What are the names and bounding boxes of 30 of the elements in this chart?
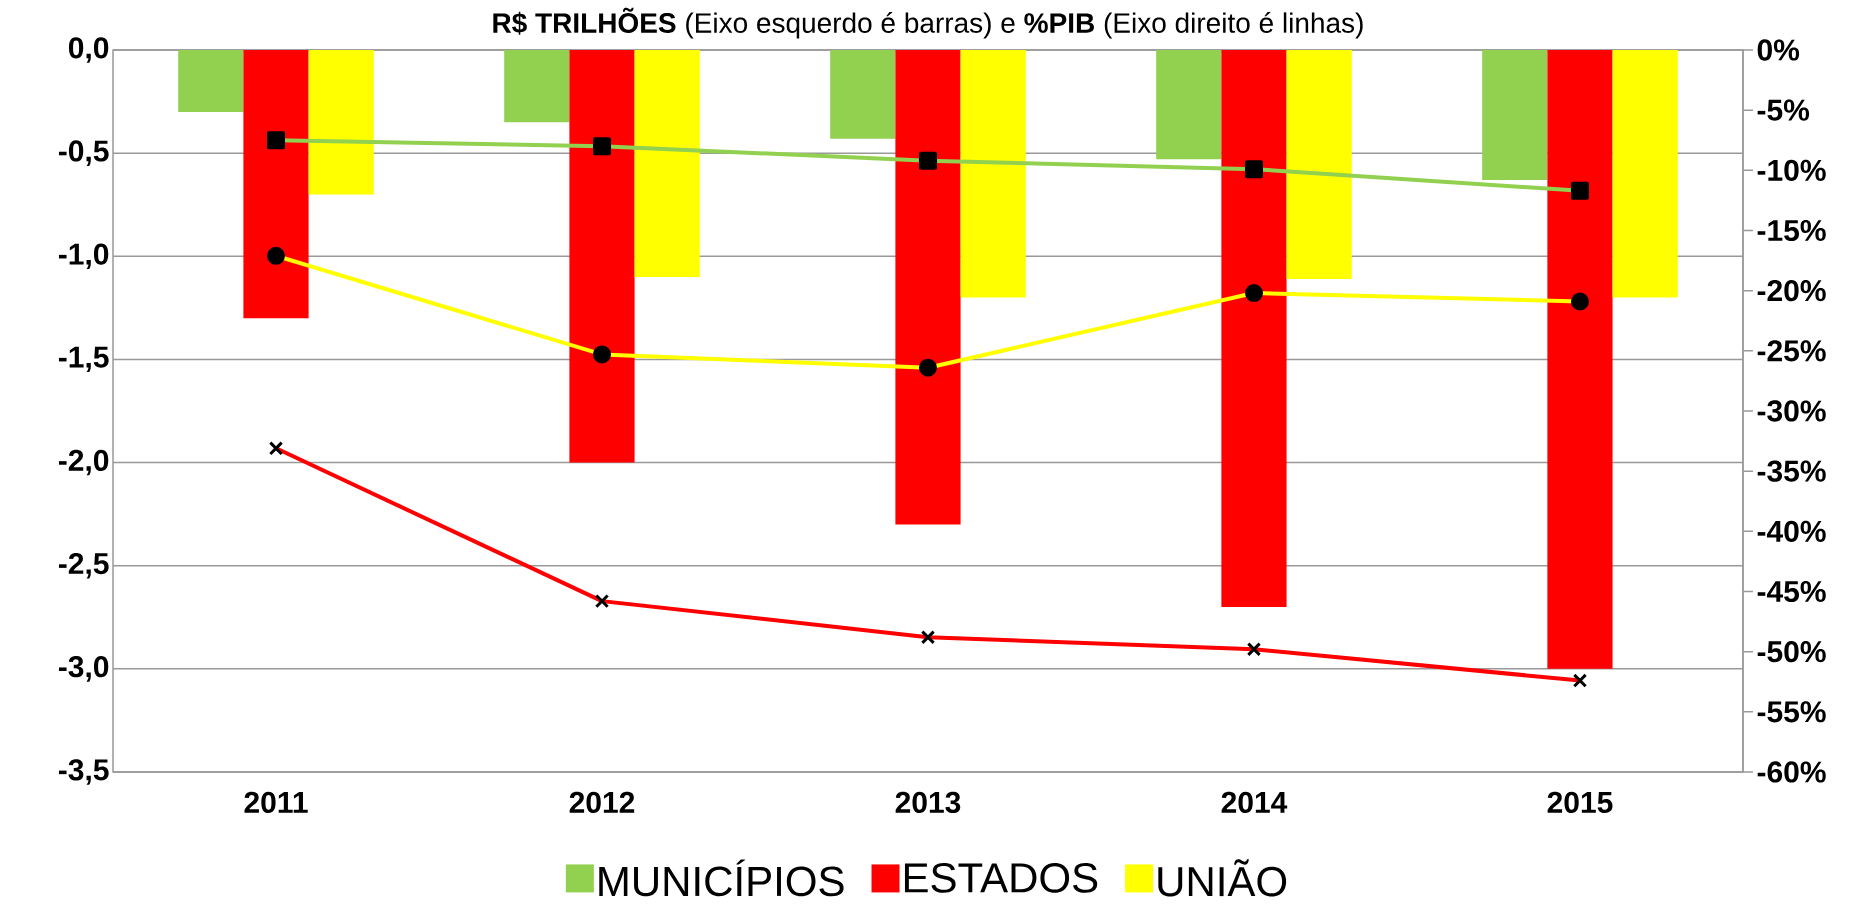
y2-tick-label: -40% [1757, 520, 1826, 542]
y2-tick-label: -50% [1757, 641, 1826, 663]
legend-label: MUNICÍPIOS [599, 859, 844, 897]
y2-tick-label: -55% [1757, 701, 1826, 723]
y2-tick-label: -5% [1757, 99, 1810, 121]
x-tick-label: 2015 [1547, 791, 1613, 814]
y-tick-label: -2,5 [58, 552, 109, 579]
y-tick-label: -3,5 [58, 759, 109, 785]
y2-tick-label: -30% [1757, 400, 1826, 422]
legend-label: UNIÃO [1158, 859, 1287, 897]
y2-tick-label: 0% [1757, 39, 1800, 61]
chart-title: R$ TRILHÕES (Eixo esquerdo é barras) e %PIB (Eixo direito é linhas) [493, 7, 1363, 39]
x-tick-label: 2011 [244, 791, 308, 814]
y2-tick-label: -60% [1757, 761, 1826, 783]
y2-tick-label: -45% [1757, 580, 1826, 603]
y2-tick-label: -10% [1757, 159, 1826, 181]
y2-tick-label: -20% [1757, 280, 1826, 302]
y-tick-label: -1,5 [58, 346, 109, 373]
y-tick-label: 0,0 [68, 37, 109, 63]
y2-tick-label: -15% [1757, 219, 1826, 242]
x-tick-label: 2014 [1221, 791, 1288, 814]
y2-tick-label: -35% [1757, 460, 1826, 482]
y-tick-label: -1,0 [58, 243, 109, 270]
y-tick-label: -3,0 [58, 656, 109, 682]
legend-label: ESTADOS [904, 863, 1098, 893]
y-tick-label: -0,5 [58, 140, 109, 166]
y-tick-label: -2,0 [58, 449, 109, 476]
x-tick-label: 2012 [569, 791, 635, 814]
y2-tick-label: -25% [1757, 340, 1826, 362]
x-tick-label: 2013 [895, 791, 961, 814]
